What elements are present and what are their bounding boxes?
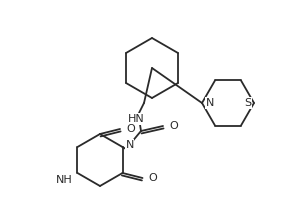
Text: HN: HN	[128, 114, 144, 124]
Text: NH: NH	[56, 175, 73, 185]
Text: S: S	[244, 98, 251, 108]
Text: O: O	[148, 173, 157, 183]
Text: O: O	[126, 124, 135, 134]
Text: O: O	[169, 121, 178, 131]
Text: N: N	[206, 98, 214, 108]
Text: N: N	[125, 140, 134, 150]
